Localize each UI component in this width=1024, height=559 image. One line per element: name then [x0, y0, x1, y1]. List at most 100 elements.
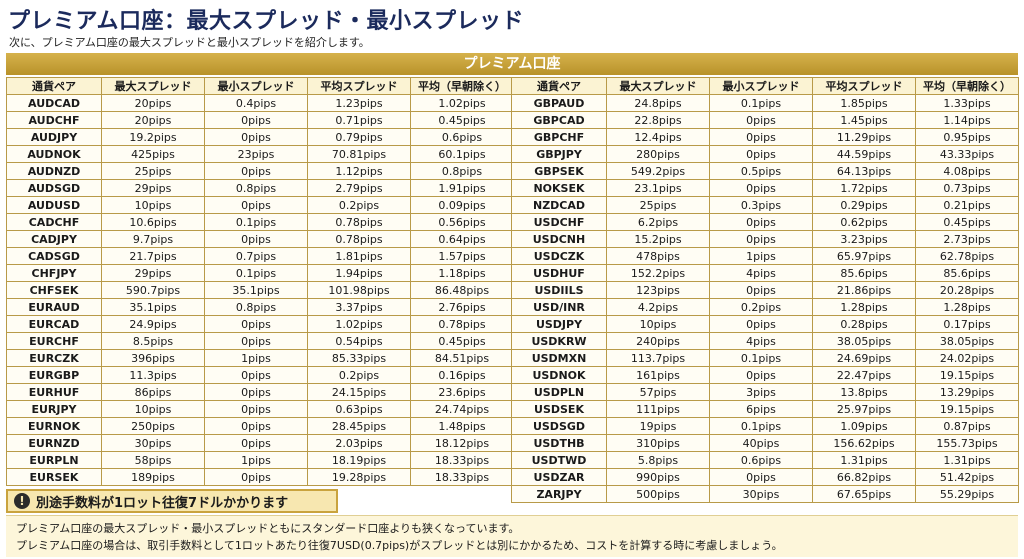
- cell-avg-excl: 1.28pips: [915, 298, 1019, 316]
- cell-pair: USDCZK: [511, 247, 607, 265]
- cell-min-spread: 1pips: [204, 349, 308, 367]
- cell-min-spread: 0pips: [204, 383, 308, 401]
- column-header-row: 通貨ペア 最大スプレッド 最小スプレッド 平均スプレッド 平均（早朝除く）: [6, 77, 514, 95]
- table-row: EURSEK 189pips 0pips 19.28pips 18.33pips: [6, 468, 514, 486]
- cell-pair: NZDCAD: [511, 196, 607, 214]
- cell-pair: EURNZD: [6, 434, 102, 452]
- table-row: EURNOK 250pips 0pips 28.45pips 1.48pips: [6, 417, 514, 435]
- table-row: CHFSEK 590.7pips 35.1pips 101.98pips 86.48pi…: [6, 281, 514, 299]
- cell-min-spread: 0.3pips: [709, 196, 813, 214]
- cell-avg-excl: 23.6pips: [410, 383, 514, 401]
- table-row: USDZAR 990pips 0pips 66.82pips 51.42pips: [511, 468, 1019, 486]
- cell-pair: USDTWD: [511, 451, 607, 469]
- cell-pair: AUDJPY: [6, 128, 102, 146]
- cell-pair: USD/INR: [511, 298, 607, 316]
- table-row: USDTWD 5.8pips 0.6pips 1.31pips 1.31pips: [511, 451, 1019, 469]
- cell-pair: EURCAD: [6, 315, 102, 333]
- cell-pair: USDCHF: [511, 213, 607, 231]
- spread-table-right: 通貨ペア 最大スプレッド 最小スプレッド 平均スプレッド 平均（早朝除く） GB…: [511, 77, 1019, 503]
- column-header-max: 最大スプレッド: [101, 77, 205, 95]
- cell-avg-excl: 51.42pips: [915, 468, 1019, 486]
- cell-avg-spread: 0.2pips: [307, 196, 411, 214]
- table-row: USDJPY 10pips 0pips 0.28pips 0.17pips: [511, 315, 1019, 333]
- cell-min-spread: 0pips: [204, 162, 308, 180]
- cell-pair: USDJPY: [511, 315, 607, 333]
- cell-pair: CHFJPY: [6, 264, 102, 282]
- cell-avg-excl: 0.64pips: [410, 230, 514, 248]
- cell-max-spread: 21.7pips: [101, 247, 205, 265]
- cell-avg-spread: 67.65pips: [812, 485, 916, 503]
- cell-min-spread: 1pips: [204, 451, 308, 469]
- cell-min-spread: 0pips: [204, 196, 308, 214]
- table-row: CADCHF 10.6pips 0.1pips 0.78pips 0.56pips: [6, 213, 514, 231]
- cell-max-spread: 24.9pips: [101, 315, 205, 333]
- cell-pair: EURNOK: [6, 417, 102, 435]
- cell-avg-spread: 24.69pips: [812, 349, 916, 367]
- cell-avg-excl: 1.31pips: [915, 451, 1019, 469]
- cell-avg-spread: 0.62pips: [812, 213, 916, 231]
- column-header-avg-excl: 平均（早朝除く）: [410, 77, 514, 95]
- table-row: EURHUF 86pips 0pips 24.15pips 23.6pips: [6, 383, 514, 401]
- cell-min-spread: 3pips: [709, 383, 813, 401]
- table-row: EURGBP 11.3pips 0pips 0.2pips 0.16pips: [6, 366, 514, 384]
- cell-pair: AUDNZD: [6, 162, 102, 180]
- cell-pair: USDSEK: [511, 400, 607, 418]
- cell-pair: EURAUD: [6, 298, 102, 316]
- cell-avg-excl: 24.74pips: [410, 400, 514, 418]
- cell-min-spread: 0pips: [204, 400, 308, 418]
- cell-min-spread: 0.7pips: [204, 247, 308, 265]
- cell-min-spread: 0pips: [709, 145, 813, 163]
- cell-min-spread: 0pips: [204, 332, 308, 350]
- table-row: ZARJPY 500pips 30pips 67.65pips 55.29pips: [511, 485, 1019, 503]
- column-header-avg: 平均スプレッド: [307, 77, 411, 95]
- cell-min-spread: 23pips: [204, 145, 308, 163]
- table-row: EURJPY 10pips 0pips 0.63pips 24.74pips: [6, 400, 514, 418]
- cell-max-spread: 86pips: [101, 383, 205, 401]
- table-row: USDCNH 15.2pips 0pips 3.23pips 2.73pips: [511, 230, 1019, 248]
- cell-avg-spread: 101.98pips: [307, 281, 411, 299]
- cell-max-spread: 111pips: [606, 400, 710, 418]
- cell-max-spread: 310pips: [606, 434, 710, 452]
- cell-max-spread: 590.7pips: [101, 281, 205, 299]
- cell-pair: ZARJPY: [511, 485, 607, 503]
- cell-avg-excl: 19.15pips: [915, 366, 1019, 384]
- cell-max-spread: 12.4pips: [606, 128, 710, 146]
- cell-avg-excl: 0.8pips: [410, 162, 514, 180]
- cell-pair: AUDUSD: [6, 196, 102, 214]
- cell-max-spread: 396pips: [101, 349, 205, 367]
- table-row: USDPLN 57pips 3pips 13.8pips 13.29pips: [511, 383, 1019, 401]
- column-header-avg: 平均スプレッド: [812, 77, 916, 95]
- table-row: USDCZK 478pips 1pips 65.97pips 62.78pips: [511, 247, 1019, 265]
- cell-avg-spread: 1.23pips: [307, 94, 411, 112]
- cell-avg-excl: 0.95pips: [915, 128, 1019, 146]
- cell-pair: EURCZK: [6, 349, 102, 367]
- cell-avg-excl: 0.73pips: [915, 179, 1019, 197]
- cell-max-spread: 152.2pips: [606, 264, 710, 282]
- table-row: EURNZD 30pips 0pips 2.03pips 18.12pips: [6, 434, 514, 452]
- cell-avg-excl: 4.08pips: [915, 162, 1019, 180]
- cell-pair: GBPJPY: [511, 145, 607, 163]
- cell-pair: USDHUF: [511, 264, 607, 282]
- cell-pair: GBPSEK: [511, 162, 607, 180]
- table-row: AUDSGD 29pips 0.8pips 2.79pips 1.91pips: [6, 179, 514, 197]
- cell-avg-spread: 70.81pips: [307, 145, 411, 163]
- cell-avg-spread: 3.37pips: [307, 298, 411, 316]
- cell-avg-spread: 156.62pips: [812, 434, 916, 452]
- table-row: AUDJPY 19.2pips 0pips 0.79pips 0.6pips: [6, 128, 514, 146]
- cell-min-spread: 0pips: [204, 417, 308, 435]
- cell-max-spread: 10pips: [101, 400, 205, 418]
- cell-min-spread: 4pips: [709, 264, 813, 282]
- table-row: GBPCAD 22.8pips 0pips 1.45pips 1.14pips: [511, 111, 1019, 129]
- cell-avg-excl: 1.33pips: [915, 94, 1019, 112]
- cell-max-spread: 20pips: [101, 111, 205, 129]
- cell-avg-excl: 43.33pips: [915, 145, 1019, 163]
- table-row: CHFJPY 29pips 0.1pips 1.94pips 1.18pips: [6, 264, 514, 282]
- cell-max-spread: 10pips: [101, 196, 205, 214]
- cell-avg-excl: 0.45pips: [410, 332, 514, 350]
- cell-min-spread: 0pips: [204, 366, 308, 384]
- cell-avg-excl: 60.1pips: [410, 145, 514, 163]
- cell-max-spread: 29pips: [101, 179, 205, 197]
- cell-max-spread: 5.8pips: [606, 451, 710, 469]
- spread-table-left: 通貨ペア 最大スプレッド 最小スプレッド 平均スプレッド 平均（早朝除く） AU…: [6, 77, 514, 486]
- cell-avg-excl: 0.45pips: [410, 111, 514, 129]
